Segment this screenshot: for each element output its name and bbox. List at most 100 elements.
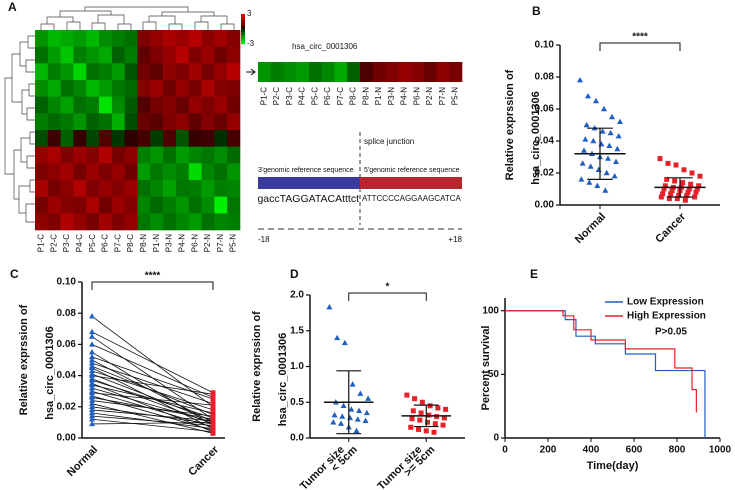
pair-line bbox=[91, 362, 214, 405]
point bbox=[586, 179, 593, 185]
point bbox=[89, 397, 95, 403]
point bbox=[603, 169, 610, 176]
heatmap-cell bbox=[163, 113, 177, 131]
heatmap-cell bbox=[111, 196, 125, 214]
y-tick-label: 0.02 bbox=[535, 168, 555, 179]
heatmap-cell bbox=[137, 30, 151, 47]
point bbox=[210, 429, 216, 435]
point bbox=[339, 413, 346, 419]
heatmap-cell bbox=[163, 63, 177, 81]
heatmap-cell bbox=[111, 80, 125, 97]
point bbox=[581, 147, 587, 153]
point bbox=[89, 377, 95, 383]
inset-cell bbox=[296, 62, 310, 82]
heatmap-cell bbox=[60, 30, 74, 47]
point bbox=[210, 396, 216, 402]
heatmap-cell bbox=[188, 163, 202, 181]
heatmap-cell bbox=[47, 180, 61, 197]
y-tick-label: 0.04 bbox=[535, 136, 555, 147]
point bbox=[668, 191, 674, 197]
y-tick-label: 0.08 bbox=[57, 308, 77, 319]
heatmap-cell bbox=[163, 30, 177, 47]
heatmap-cell bbox=[227, 196, 241, 214]
heatmap-cell bbox=[86, 163, 100, 181]
y-tick-label: 0.08 bbox=[535, 72, 555, 83]
y-tick-label: 0.10 bbox=[57, 277, 77, 288]
y-tick-label: 0.06 bbox=[57, 339, 77, 350]
heatmap-cell bbox=[99, 213, 113, 231]
x-tick-label: 600 bbox=[626, 445, 643, 456]
x-tick-label: 1000 bbox=[709, 445, 732, 456]
heatmap-cell bbox=[137, 196, 151, 214]
column-label: P3-C bbox=[62, 234, 71, 252]
point bbox=[210, 410, 216, 416]
heatmap-cell bbox=[188, 180, 202, 197]
colorbar-label: 3 bbox=[247, 9, 252, 18]
position-label: +18 bbox=[448, 235, 462, 244]
inset-column-label: P1-C bbox=[259, 87, 268, 105]
pair-line bbox=[91, 422, 214, 425]
y-tick-label: 0.04 bbox=[57, 370, 77, 381]
heatmap-cell bbox=[214, 63, 228, 81]
point bbox=[590, 137, 597, 144]
column-label: P6-C bbox=[101, 234, 110, 252]
inset-column-label: P4-N bbox=[400, 87, 409, 105]
heatmap-cell bbox=[227, 180, 241, 197]
heatmap-cell bbox=[86, 113, 100, 131]
heatmap-cell bbox=[227, 63, 241, 81]
inset-column-label: P3-N bbox=[387, 87, 396, 105]
heatmap-cell bbox=[60, 180, 74, 197]
x-tick-label: Cancer bbox=[653, 210, 688, 245]
heatmap-cell bbox=[35, 130, 49, 147]
heatmap-cell bbox=[86, 146, 100, 164]
heatmap-cell bbox=[60, 80, 74, 97]
heatmap-cell bbox=[47, 113, 61, 131]
heatmap-cell bbox=[227, 130, 241, 147]
heatmap-cell bbox=[163, 163, 177, 181]
reference-bar bbox=[258, 177, 360, 189]
point bbox=[89, 353, 95, 360]
point bbox=[666, 196, 672, 202]
inset-cell bbox=[398, 62, 412, 82]
inset-column-label: P6-N bbox=[412, 87, 421, 105]
heatmap-cell bbox=[99, 180, 113, 197]
heatmap-cell bbox=[73, 163, 87, 181]
heatmap-cell bbox=[201, 213, 215, 231]
reference-label: 5'genomic reference sequence bbox=[364, 167, 460, 174]
heatmap-cell bbox=[188, 80, 202, 97]
y-tick-label: 100 bbox=[482, 305, 499, 316]
colorbar bbox=[241, 29, 245, 33]
heatmap-cell bbox=[60, 113, 74, 131]
heatmap-cell bbox=[60, 63, 74, 81]
inset-column-label: P3-C bbox=[285, 87, 294, 105]
heatmap-cell bbox=[99, 163, 113, 181]
column-label: P2-C bbox=[49, 234, 58, 252]
heatmap-cell bbox=[150, 163, 164, 181]
heatmap-cell bbox=[137, 80, 151, 97]
heatmap-cell bbox=[86, 180, 100, 197]
heatmap-cell bbox=[188, 113, 202, 131]
pair-line bbox=[91, 375, 214, 395]
heatmap-cell bbox=[150, 146, 164, 164]
point bbox=[416, 426, 421, 432]
point bbox=[210, 426, 216, 432]
pair-line bbox=[91, 415, 214, 426]
point bbox=[418, 410, 424, 416]
point bbox=[357, 390, 364, 396]
point bbox=[89, 341, 95, 347]
heatmap-cell bbox=[47, 46, 61, 64]
heatmap-cell bbox=[73, 196, 87, 214]
point bbox=[676, 192, 682, 198]
point bbox=[688, 181, 694, 187]
point bbox=[696, 183, 702, 189]
heatmap-cell bbox=[201, 113, 215, 131]
x-tick-label: 800 bbox=[669, 445, 686, 456]
y-tick-label: 0.5 bbox=[290, 397, 304, 408]
heatmap-cell bbox=[111, 213, 125, 231]
heatmap-cell bbox=[111, 113, 125, 131]
point bbox=[658, 194, 664, 200]
column-label: P4-C bbox=[75, 234, 84, 252]
y-tick-label: 0.0 bbox=[290, 433, 304, 444]
column-label: P4-N bbox=[177, 234, 186, 252]
heatmap-cell bbox=[163, 80, 177, 97]
